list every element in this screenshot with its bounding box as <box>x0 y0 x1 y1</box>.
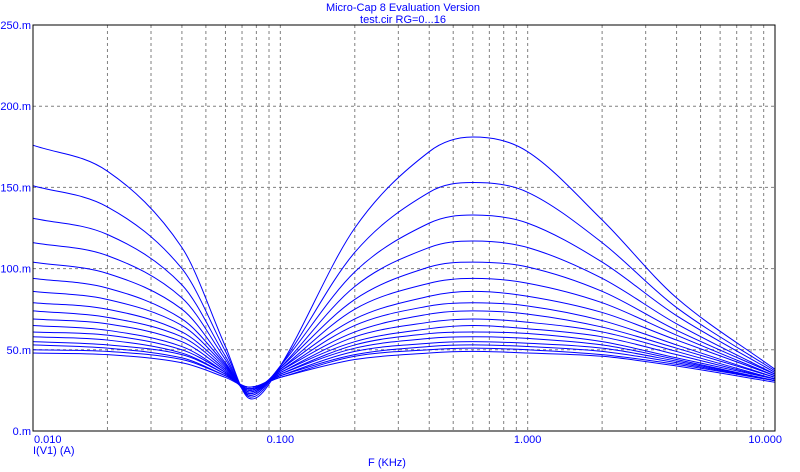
plot-frame <box>32 24 776 432</box>
x-tick-label: 1.000 <box>514 434 542 446</box>
series-line-6 <box>32 290 776 393</box>
x-axis-label: F (KHz) <box>368 457 406 469</box>
series-line-5 <box>32 277 776 395</box>
x-tick-label: 10.000 <box>748 434 782 446</box>
y-tick-label: 100.m <box>0 264 31 276</box>
series-line-16 <box>32 350 776 388</box>
series-line-1 <box>32 182 776 398</box>
series-line-8 <box>32 310 776 391</box>
series-group <box>32 136 776 400</box>
grid <box>33 25 775 431</box>
x-tick-label: 0.010 <box>34 434 62 446</box>
series-line-0 <box>32 136 776 400</box>
x-tick-label: 0.100 <box>267 434 295 446</box>
series-line-11 <box>32 331 776 390</box>
series-line-10 <box>32 324 776 391</box>
y-tick-label: 200.m <box>0 101 31 113</box>
y-tick-label: 50.m <box>7 345 31 357</box>
series-line-7 <box>32 302 776 393</box>
chart-subtitle: test.cir RG=0...16 <box>360 14 446 26</box>
series-line-9 <box>32 318 776 391</box>
y-axis-label: I(V1) (A) <box>33 445 75 457</box>
series-line-3 <box>32 240 776 396</box>
series-line-15 <box>32 347 776 388</box>
y-tick-label: 0.m <box>13 426 31 438</box>
series-line-14 <box>32 344 776 388</box>
tick-labels: 0.m 50.m 100.m 150.m 200.m 250.m 0.010 0.100 1.0… <box>0 20 782 446</box>
y-tick-label: 250.m <box>0 20 31 32</box>
series-line-4 <box>32 261 776 395</box>
series-line-12 <box>32 336 776 390</box>
series-line-2 <box>32 214 776 396</box>
chart-title: Micro-Cap 8 Evaluation Version <box>326 2 480 14</box>
series-line-13 <box>32 341 776 390</box>
y-tick-label: 150.m <box>0 182 31 194</box>
